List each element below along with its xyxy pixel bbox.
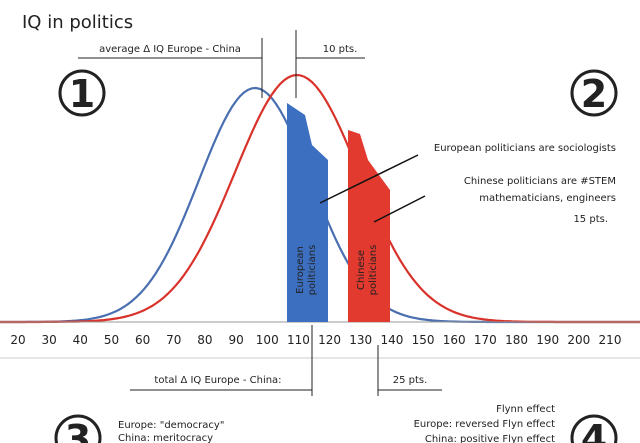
arrow [319,154,419,204]
marker: 2 [581,72,607,116]
marker-circle [54,414,102,443]
annotation: 10 pts. [323,44,358,55]
x-tick-label: 130 [349,333,372,347]
europe-bar [287,103,328,322]
x-tick-label: 20 [10,333,25,347]
note: Europe: reversed Flyn effect [414,419,555,430]
x-tick-label: 90 [228,333,243,347]
marker: 3 [65,417,91,443]
x-tick-label: 50 [104,333,119,347]
bar-label: European [295,246,306,294]
annotation: 25 pts. [393,375,428,386]
bar-label: Chinese [356,250,367,290]
callout: European politicians are sociologists [434,143,616,154]
x-tick-label: 100 [256,333,279,347]
x-tick-label: 70 [166,333,181,347]
x-tick-label: 170 [474,333,497,347]
x-tick-label: 110 [287,333,310,347]
x-tick-label: 150 [412,333,435,347]
marker: 1 [69,72,95,116]
x-tick-label: 160 [443,333,466,347]
marker-circle [570,414,618,443]
x-tick-label: 30 [42,333,57,347]
marker-circle [570,69,618,117]
title: IQ in politics [22,12,133,33]
x-axis: 20 30 40 50 60 70 80 90 100 110 120 130 140 150 160 170… [10,333,621,347]
marker: 4 [581,417,607,443]
bar-label: Chinesepoliticians [356,245,379,296]
x-tick-label: 200 [567,333,590,347]
bar-label: Europeanpoliticians [295,245,318,296]
arrow [373,195,426,223]
x-tick-label: 180 [505,333,528,347]
callout: Chinese politicians are #STEM [464,176,616,187]
annotation: total Δ IQ Europe - China: [154,375,281,386]
note: China: positive Flyn effect [425,434,555,443]
marker-circle [58,69,106,117]
callout: mathematicians, engineers [479,193,616,204]
x-tick-label: 140 [380,333,403,347]
x-tick-label: 80 [197,333,212,347]
callout: 15 pts. [573,214,608,225]
note: Flynn effect [496,404,555,415]
note: China: meritocracy [118,433,213,443]
note: Europe: "democracy" [118,420,224,431]
x-tick-label: 40 [73,333,88,347]
annotation: average Δ IQ Europe - China [99,44,241,55]
china-bar [348,130,390,322]
x-tick-label: 190 [536,333,559,347]
x-tick-label: 210 [599,333,622,347]
x-tick-label: 60 [135,333,150,347]
x-tick-label: 120 [318,333,341,347]
